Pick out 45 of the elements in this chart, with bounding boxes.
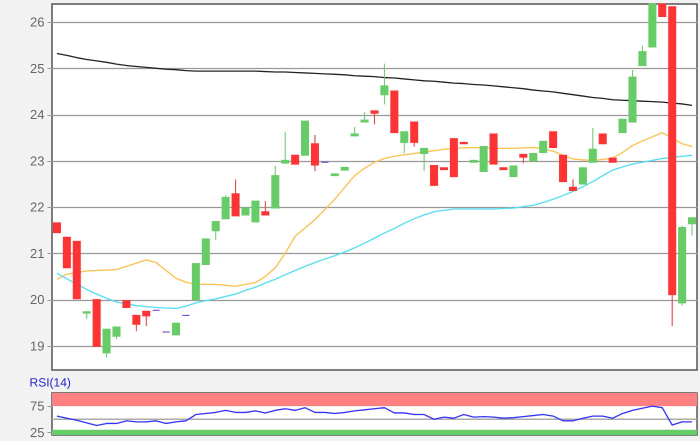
y-tick-label: 24: [30, 107, 44, 122]
candlestick: [251, 200, 260, 222]
candlestick: [142, 310, 150, 327]
candlestick: [102, 328, 111, 358]
candlestick: [52, 222, 61, 234]
y-tick-label: 25: [30, 424, 44, 440]
candlestick: [310, 134, 319, 172]
candlestick: [370, 110, 378, 125]
chart-title: RSI(14): [30, 375, 71, 390]
candlestick: [172, 322, 180, 336]
candlestick: [281, 131, 290, 164]
candlestick: [400, 131, 408, 154]
candlestick: [261, 200, 270, 216]
line-series: [56, 132, 693, 287]
y-tick-label: 19: [30, 338, 44, 354]
candlestick: [222, 194, 230, 220]
candlestick: [112, 326, 120, 340]
candlestick: [132, 314, 140, 332]
line-series: [56, 405, 693, 426]
candlestick: [578, 167, 587, 184]
candlestick: [430, 164, 438, 186]
candlestick: [410, 121, 418, 148]
candlestick: [588, 128, 597, 163]
y-tick-label: 21: [30, 246, 44, 261]
y-tick-label: 22: [30, 200, 44, 215]
line-series: [56, 154, 693, 310]
candlestick: [420, 148, 428, 172]
candlestick: [618, 118, 627, 134]
candlestick: [638, 45, 646, 66]
candlestick: [688, 217, 696, 236]
line-series: [56, 52, 693, 106]
candlestick: [212, 220, 220, 240]
y-tick-label: 75: [30, 398, 44, 414]
candlestick: [380, 63, 388, 105]
candlestick: [509, 165, 518, 178]
candlestick: [549, 131, 558, 148]
y-tick-label: 25: [30, 60, 44, 76]
candlestick: [360, 112, 369, 122]
candlestick: [598, 134, 607, 144]
y-tick-label: 23: [30, 153, 44, 168]
candlestick: [568, 178, 577, 191]
y-tick-label: 26: [30, 14, 44, 30]
candlestick: [539, 140, 548, 154]
candlestick: [232, 178, 240, 216]
y-tick-label: 20: [30, 292, 44, 308]
